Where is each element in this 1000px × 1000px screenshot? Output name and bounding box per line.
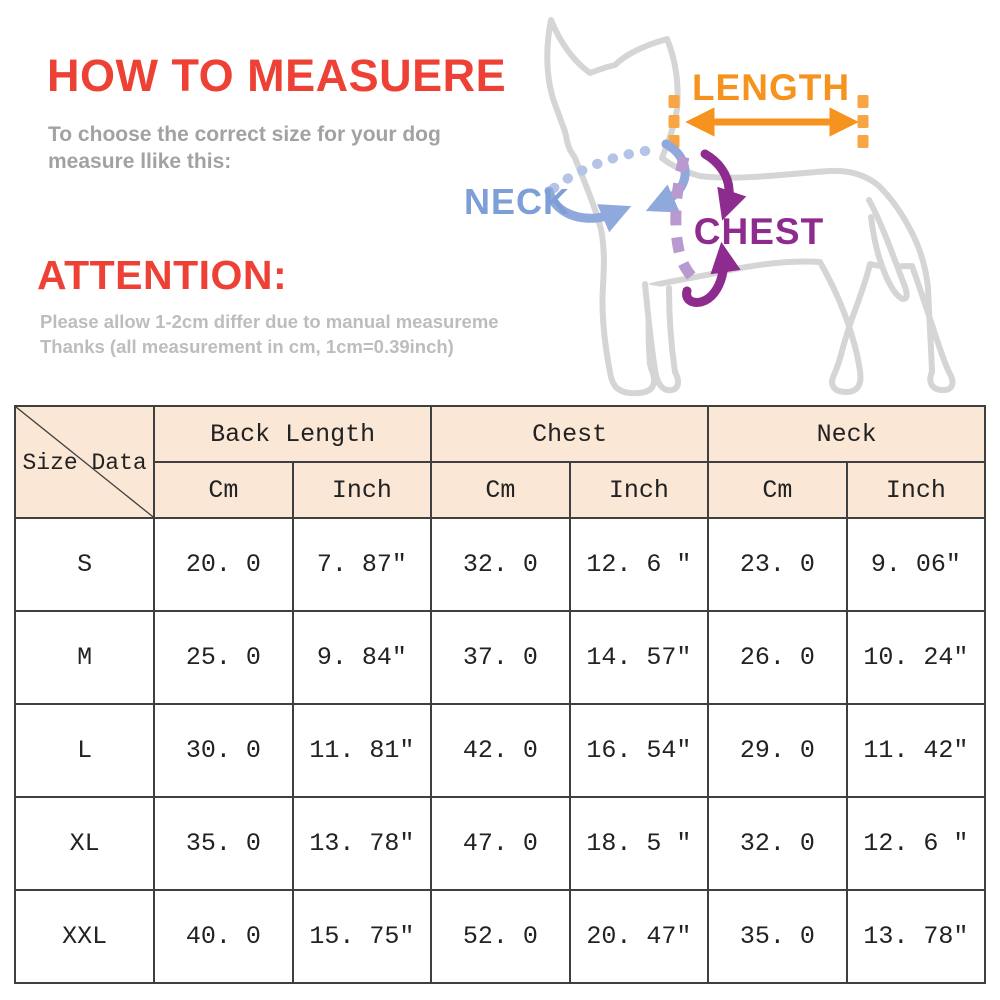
value-cell: 52. 0 bbox=[430, 889, 571, 984]
value-cell: 11. 42″ bbox=[845, 703, 987, 798]
value-cell: 13. 78″ bbox=[291, 796, 433, 891]
value-cell: 42. 0 bbox=[430, 703, 571, 798]
value-cell: 40. 0 bbox=[153, 889, 294, 984]
dog-far-front-leg bbox=[642, 281, 681, 394]
chest-dashed-line bbox=[670, 155, 699, 284]
chest-arrow bbox=[700, 149, 747, 221]
group-header-neck: Neck bbox=[707, 405, 986, 463]
neck-label: NECK bbox=[464, 181, 570, 222]
table-row-xxl: XXL 40. 0 15. 75″ 52. 0 20. 47″ 35. 0 13… bbox=[13, 889, 987, 984]
length-tick bbox=[857, 135, 869, 148]
size-cell: L bbox=[13, 703, 156, 798]
value-cell: 32. 0 bbox=[707, 796, 848, 891]
attention-line2: Thanks (all measurement in cm, 1cm=0.39i… bbox=[40, 336, 454, 357]
size-cell: XL bbox=[13, 796, 156, 891]
value-cell: 11. 81″ bbox=[291, 703, 433, 798]
value-cell: 9. 84″ bbox=[291, 610, 433, 705]
value-cell: 37. 0 bbox=[430, 610, 571, 705]
unit-header: Cm bbox=[430, 461, 571, 519]
unit-header: Inch bbox=[291, 461, 433, 519]
table-group-header-row: Size Data Back Length Chest Neck bbox=[13, 405, 986, 519]
unit-header: Cm bbox=[707, 461, 848, 519]
dog-measurement-diagram: LENGTH NECK CHEST bbox=[464, 17, 956, 397]
table-row-xl: XL 35. 0 13. 78″ 47. 0 18. 5 ″ 32. 0 12.… bbox=[13, 796, 987, 891]
value-cell: 23. 0 bbox=[707, 517, 848, 612]
value-cell: 35. 0 bbox=[153, 796, 294, 891]
value-cell: 13. 78″ bbox=[845, 889, 987, 984]
group-header-back-length: Back Length bbox=[153, 405, 433, 463]
value-cell: 15. 75″ bbox=[291, 889, 433, 984]
chest-arrow bbox=[682, 241, 741, 307]
group-header-chest: Chest bbox=[430, 405, 710, 463]
chest-label: CHEST bbox=[694, 211, 824, 252]
value-cell: 20. 47″ bbox=[568, 889, 710, 984]
size-cell: XXL bbox=[13, 889, 156, 984]
value-cell: 12. 6 ″ bbox=[845, 796, 987, 891]
page-title: HOW TO MEASUERE bbox=[47, 50, 507, 101]
unit-header: Cm bbox=[153, 461, 294, 519]
diagonal-line bbox=[16, 407, 153, 517]
unit-header: Inch bbox=[845, 461, 987, 519]
subtitle-line1: To choose the correct size for your dog bbox=[48, 123, 441, 146]
value-cell: 10. 24″ bbox=[845, 610, 987, 705]
value-cell: 14. 57″ bbox=[568, 610, 710, 705]
table-row-l: L 30. 0 11. 81″ 42. 0 16. 54″ 29. 0 11. … bbox=[13, 703, 987, 798]
value-cell: 32. 0 bbox=[430, 517, 571, 612]
subtitle-line2: measure llike this: bbox=[48, 150, 232, 173]
length-tick bbox=[668, 115, 680, 128]
dog-tail bbox=[866, 197, 910, 302]
length-tick bbox=[857, 95, 869, 108]
neck-arrow bbox=[544, 186, 632, 233]
value-cell: 29. 0 bbox=[707, 703, 848, 798]
table-row-s: S 20. 0 7. 87″ 32. 0 12. 6 ″ 23. 0 9. 06… bbox=[13, 517, 987, 612]
length-tick bbox=[857, 115, 869, 128]
value-cell: 7. 87″ bbox=[291, 517, 433, 612]
attention-note: Please allow 1-2cm differ due to manual … bbox=[40, 309, 510, 359]
size-cell: S bbox=[13, 517, 156, 612]
value-cell: 16. 54″ bbox=[568, 703, 710, 798]
value-cell: 47. 0 bbox=[430, 796, 571, 891]
attention-heading: ATTENTION: bbox=[37, 252, 288, 298]
corner-label: Size Data bbox=[22, 449, 147, 476]
table-row-m: M 25. 0 9. 84″ 37. 0 14. 57″ 26. 0 10. 2… bbox=[13, 610, 987, 705]
attention-line1: Please allow 1-2cm differ due to manual … bbox=[40, 311, 499, 332]
value-cell: 9. 06″ bbox=[845, 517, 987, 612]
value-cell: 26. 0 bbox=[707, 610, 848, 705]
length-label: LENGTH bbox=[692, 67, 850, 108]
size-chart-table: Size Data Back Length Chest Neck Cm Inch… bbox=[13, 405, 987, 984]
neck-dotted-line bbox=[549, 145, 657, 193]
length-tick bbox=[668, 95, 680, 108]
subtitle: To choose the correct size for your dog … bbox=[48, 121, 441, 175]
value-cell: 30. 0 bbox=[153, 703, 294, 798]
size-cell: M bbox=[13, 610, 156, 705]
unit-header: Inch bbox=[568, 461, 710, 519]
table-unit-header-row: Cm Inch Cm Inch Cm Inch bbox=[15, 461, 987, 519]
corner-cell: Size Data bbox=[13, 405, 156, 519]
value-cell: 18. 5 ″ bbox=[568, 796, 710, 891]
chest-measure: CHEST bbox=[670, 149, 824, 307]
value-cell: 20. 0 bbox=[153, 517, 294, 612]
value-cell: 35. 0 bbox=[707, 889, 848, 984]
value-cell: 25. 0 bbox=[153, 610, 294, 705]
value-cell: 12. 6 ″ bbox=[568, 517, 710, 612]
length-measure: LENGTH bbox=[668, 67, 869, 148]
